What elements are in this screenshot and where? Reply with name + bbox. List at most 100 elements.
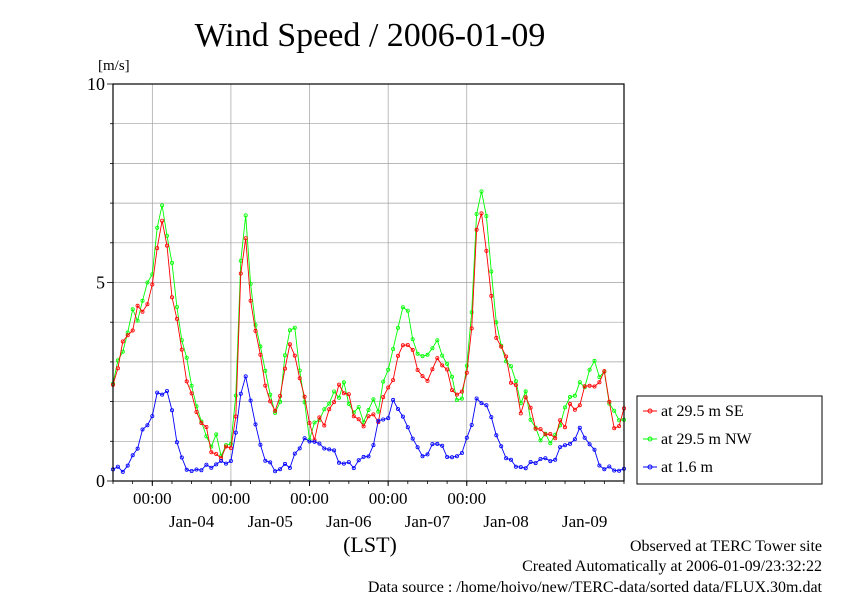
data-point [346, 401, 351, 406]
data-point [125, 333, 130, 338]
data-point [115, 464, 120, 469]
data-point [253, 422, 258, 427]
data-point [145, 280, 150, 285]
data-point [508, 364, 513, 369]
data-point [597, 375, 602, 380]
data-point [297, 446, 302, 451]
data-point [130, 453, 135, 458]
data-point [563, 425, 568, 430]
data-point [587, 383, 592, 388]
x-day-label: Jan-04 [169, 512, 215, 531]
data-point [253, 322, 258, 327]
data-point [332, 389, 337, 394]
data-point [140, 309, 145, 314]
data-point [572, 437, 577, 442]
data-point [410, 436, 415, 441]
data-point [145, 423, 150, 428]
data-point [445, 454, 450, 459]
data-point [155, 390, 160, 395]
data-point [405, 342, 410, 347]
data-point [420, 354, 425, 359]
data-point [612, 408, 617, 413]
data-point [268, 460, 273, 465]
x-time-tick-label: 00:00 [133, 489, 172, 508]
data-point [268, 399, 273, 404]
data-point [214, 451, 219, 456]
data-point [135, 303, 140, 308]
data-point [130, 307, 135, 312]
data-point [523, 389, 528, 394]
data-point [582, 384, 587, 389]
data-point [223, 444, 228, 449]
data-point [499, 344, 504, 349]
data-point [273, 469, 278, 474]
data-point [263, 368, 268, 373]
data-point [386, 385, 391, 390]
data-point [150, 282, 155, 287]
data-point [454, 392, 459, 397]
data-point [592, 358, 597, 363]
data-point [336, 460, 341, 465]
data-point [287, 342, 292, 347]
data-point [489, 293, 494, 298]
data-point [327, 407, 332, 412]
series-line [112, 213, 625, 459]
data-point [474, 211, 479, 216]
data-point [587, 367, 592, 372]
data-point [425, 452, 430, 457]
data-point [282, 353, 287, 358]
data-point [292, 325, 297, 330]
data-point [607, 464, 612, 469]
data-point [484, 248, 489, 253]
x-axis-label: (LST) [343, 532, 397, 557]
data-point [150, 414, 155, 419]
data-point [135, 446, 140, 451]
legend-swatch-marker [647, 436, 653, 442]
data-point [435, 356, 440, 361]
data-point [489, 415, 494, 420]
data-point [194, 409, 199, 414]
data-point [528, 417, 533, 422]
data-point [184, 379, 189, 384]
data-point [194, 467, 199, 472]
data-point [356, 458, 361, 463]
data-point [223, 461, 228, 466]
data-point [513, 464, 518, 469]
data-point [189, 468, 194, 473]
data-point [351, 414, 356, 419]
data-point [445, 367, 450, 372]
data-point [199, 468, 204, 473]
data-point [228, 458, 233, 463]
data-point [386, 416, 391, 421]
legend-items: at 29.5 m SE at 29.5 m NW at 1.6 m [643, 403, 753, 476]
data-point [523, 395, 528, 400]
data-point [140, 298, 145, 303]
data-point [538, 438, 543, 443]
data-point [140, 427, 145, 432]
legend-box [636, 395, 823, 485]
data-point [297, 376, 302, 381]
data-point [489, 269, 494, 274]
data-point [543, 456, 548, 461]
data-point [135, 318, 140, 323]
x-time-tick-label: 00:00 [369, 489, 408, 508]
data-point [336, 395, 341, 400]
plot-frame [112, 83, 625, 482]
data-point [184, 355, 189, 360]
data-point [538, 456, 543, 461]
data-point [371, 397, 376, 402]
data-point [238, 271, 243, 276]
data-point [508, 457, 513, 462]
data-point [312, 420, 317, 425]
data-point [459, 389, 464, 394]
data-point [258, 352, 263, 357]
data-point [179, 455, 184, 460]
data-point [572, 407, 577, 412]
data-point [469, 310, 474, 315]
data-point [346, 460, 351, 465]
data-point [479, 401, 484, 406]
data-point [282, 366, 287, 371]
data-point [518, 465, 523, 470]
data-point [160, 203, 165, 208]
legend-label: at 29.5 m NW [661, 431, 753, 448]
